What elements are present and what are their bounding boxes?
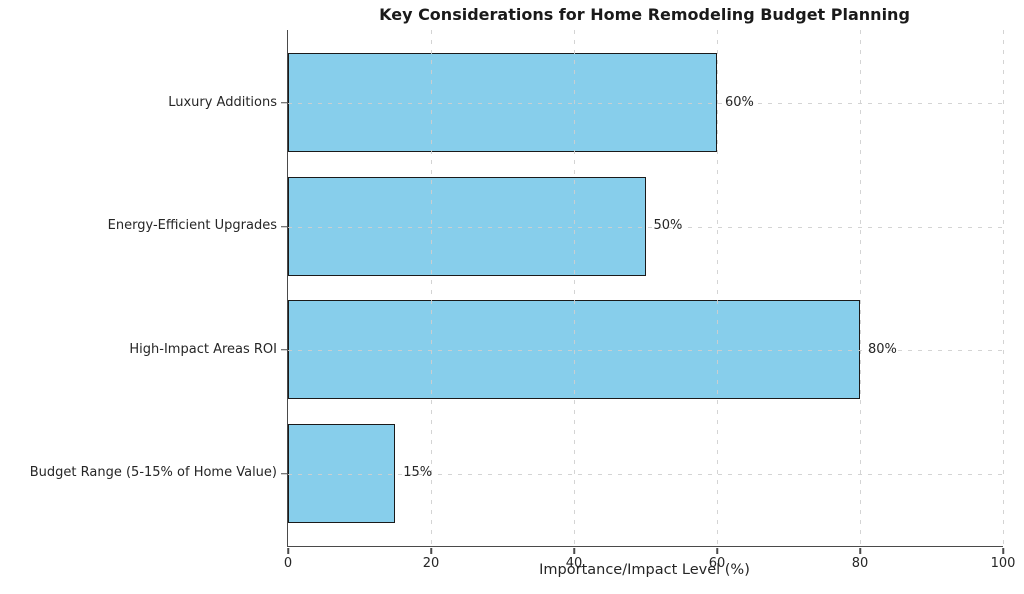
x-tick-mark (859, 547, 861, 554)
x-tick-label: 40 (565, 556, 583, 571)
vertical-gridline (717, 30, 718, 546)
horizontal-gridline (288, 349, 1003, 351)
bar-budget-range (288, 423, 396, 523)
horizontal-gridline (288, 226, 1003, 228)
bar-value-label: 15% (403, 465, 433, 480)
x-tick-label: 0 (283, 556, 293, 571)
x-tick-mark (716, 547, 718, 554)
x-tick-label: 20 (422, 556, 440, 571)
plot-area: 60% 50% 80% 15% 0 20 40 60 80 100 (280, 30, 1015, 571)
y-tick-mark (280, 101, 287, 104)
x-axis-label: Importance/Impact Level (%) (539, 562, 750, 578)
x-tick-label: 60 (708, 556, 726, 571)
y-tick-mark (280, 472, 287, 475)
bar-value-label: 80% (868, 341, 897, 357)
x-tick-mark (1002, 547, 1004, 554)
horizontal-gridline (288, 473, 1003, 475)
x-tick-mark (430, 547, 432, 554)
x-tick-mark (287, 547, 289, 554)
vertical-gridline (860, 30, 861, 546)
vertical-gridline (431, 30, 432, 546)
bar-energy-efficient-upgrades (288, 176, 646, 276)
y-tick-label-luxury-additions: Luxury Additions (168, 94, 277, 110)
x-tick-label: 80 (851, 556, 869, 571)
y-tick-mark (280, 348, 287, 351)
vertical-gridline (574, 30, 575, 546)
y-tick-label-budget-range: Budget Range (5-15% of Home Value) (29, 465, 277, 480)
y-tick-label-energy-efficient-upgrades: Energy-Efficient Upgrades (107, 218, 277, 233)
vertical-gridline (1003, 30, 1004, 546)
chart-title: Key Considerations for Home Remodeling B… (379, 5, 910, 24)
y-tick-label-high-impact-areas-roi: High-Impact Areas ROI (129, 341, 277, 357)
x-tick-mark (573, 547, 575, 554)
x-tick-label: 100 (990, 556, 1016, 571)
y-tick-mark (280, 225, 287, 228)
bar-value-label: 50% (653, 218, 683, 233)
bar-value-label: 60% (725, 94, 754, 110)
horizontal-gridline (288, 102, 1003, 104)
